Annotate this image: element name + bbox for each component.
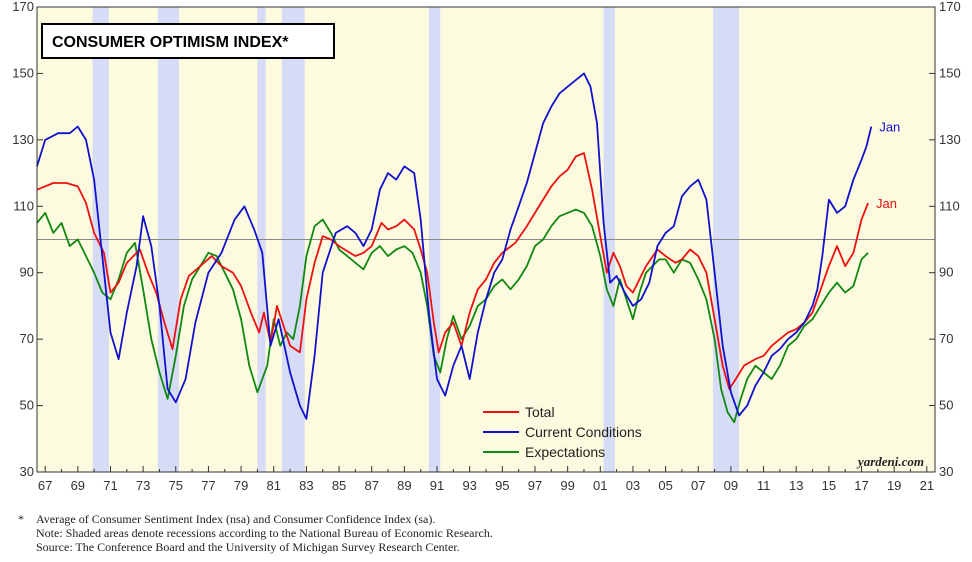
x-tick-label: 19 — [887, 478, 901, 493]
y-tick-label-left: 30 — [20, 464, 34, 479]
y-tick-label-right: 110 — [939, 198, 960, 213]
series-line-current-conditions — [36, 72, 873, 420]
x-tick-label: 67 — [38, 478, 52, 493]
footnote-mark: * — [18, 512, 24, 526]
x-tick-label: 09 — [724, 478, 738, 493]
x-tick-label: 03 — [626, 478, 640, 493]
series-line-total — [36, 152, 869, 390]
y-tick-label-right: 150 — [939, 65, 961, 80]
end-label-total: Jan — [876, 196, 897, 211]
x-tick-label: 97 — [528, 478, 542, 493]
x-tick-label: 07 — [691, 478, 705, 493]
x-tick-label: 77 — [201, 478, 215, 493]
footnote-source-line: Source: The Conference Board and the Uni… — [18, 540, 493, 554]
y-tick-label-left: 110 — [13, 198, 34, 213]
legend-label: Expectations — [525, 444, 605, 460]
x-tick-label: 99 — [560, 478, 574, 493]
y-tick-label-left: 170 — [12, 0, 34, 14]
footnotes: * Average of Consumer Sentiment Index (ns… — [18, 512, 493, 554]
x-tick-label: 69 — [71, 478, 85, 493]
x-tick-label: 11 — [757, 478, 771, 493]
x-tick-label: 15 — [822, 478, 836, 493]
y-tick-label-left: 90 — [20, 265, 34, 280]
x-tick-label: 91 — [430, 478, 444, 493]
y-tick-label-left: 70 — [20, 331, 34, 346]
x-tick-label: 73 — [136, 478, 150, 493]
legend-label: Current Conditions — [525, 424, 642, 440]
x-tick-label: 21 — [920, 478, 934, 493]
x-axis: 67 69 71 73 75 77 79 81 83 85 87 89 91 93 95 97 99 01 03 05… — [38, 466, 934, 493]
y-tick-label-left: 130 — [12, 132, 34, 147]
x-tick-label: 81 — [267, 478, 281, 493]
end-label-current-conditions: Jan — [879, 120, 900, 135]
x-tick-label: 85 — [332, 478, 346, 493]
x-tick-label: 05 — [658, 478, 672, 493]
x-tick-label: 95 — [495, 478, 509, 493]
y-tick-label-right: 30 — [939, 464, 953, 479]
x-tick-label: 93 — [462, 478, 476, 493]
x-tick-label: 17 — [854, 478, 868, 493]
x-tick-label: 75 — [169, 478, 183, 493]
y-tick-label-right: 130 — [939, 132, 961, 147]
x-tick-label: 71 — [103, 478, 117, 493]
footnote-line-1: Average of Consumer Sentiment Index (nsa… — [36, 512, 436, 526]
y-tick-label-right: 50 — [939, 398, 953, 413]
x-tick-label: 01 — [593, 478, 607, 493]
legend-label: Total — [525, 404, 555, 420]
x-tick-label: 79 — [234, 478, 248, 493]
y-axis-left: 30 50 70 90 110 130 150 170 — [12, 0, 43, 479]
y-tick-label-left: 150 — [12, 65, 34, 80]
series-lines — [36, 72, 873, 424]
y-axis-right: 30 50 70 90 110 130 150 170 — [929, 0, 961, 479]
chart-title: CONSUMER OPTIMISM INDEX* — [52, 34, 289, 51]
footnote-line-2: Note: Shaded areas denote recessions acc… — [36, 526, 493, 540]
x-tick-label: 87 — [364, 478, 378, 493]
x-tick-label: 13 — [789, 478, 803, 493]
y-tick-label-right: 90 — [939, 265, 953, 280]
x-tick-label: 83 — [299, 478, 313, 493]
footnote-note-line: Note: Shaded areas denote recessions acc… — [18, 526, 493, 540]
y-tick-label-right: 70 — [939, 331, 953, 346]
series-line-expectations — [36, 208, 869, 424]
credit-text: yardeni.com — [856, 454, 924, 469]
chart-title-box: CONSUMER OPTIMISM INDEX* — [41, 23, 335, 59]
series-end-labels: Jan Jan — [876, 120, 900, 211]
legend: Total Current Conditions Expectations — [483, 404, 642, 460]
footnote-line-3: Source: The Conference Board and the Uni… — [36, 540, 460, 554]
y-tick-label-right: 170 — [939, 0, 961, 14]
x-tick-label: 89 — [397, 478, 411, 493]
footnote-asterisk-line: * Average of Consumer Sentiment Index (ns… — [18, 512, 493, 526]
y-tick-label-left: 50 — [20, 398, 34, 413]
